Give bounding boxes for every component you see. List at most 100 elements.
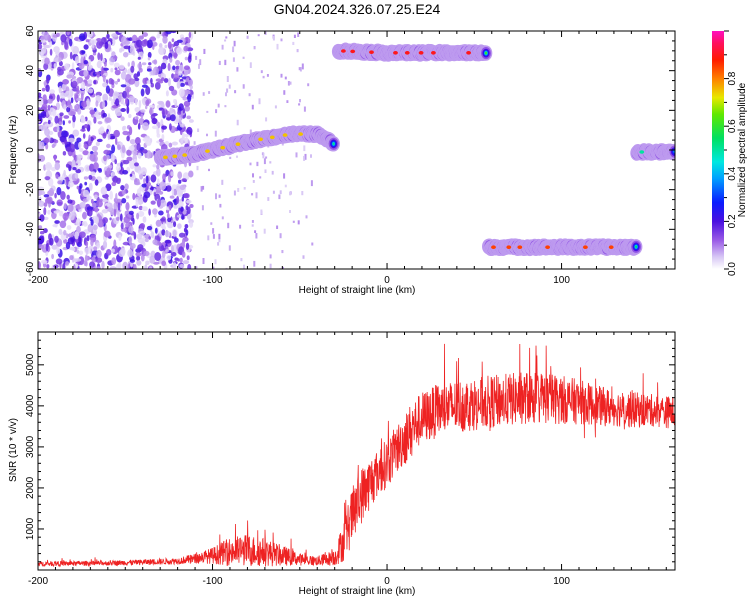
spectrogram-noise-blob <box>57 180 63 185</box>
spectrogram-noise-blob <box>175 65 180 70</box>
spectrogram-noise-blob <box>203 48 206 54</box>
spectrogram-noise-blob <box>40 36 45 40</box>
spectrogram-noise-blob <box>117 144 121 151</box>
spectrogram-noise-blob <box>249 62 252 68</box>
spectrogram-noise-blob <box>183 45 189 52</box>
spectrogram-noise-blob <box>79 148 84 152</box>
spectrogram-noise-blob <box>45 162 52 171</box>
spectrogram-noise-blob <box>168 204 172 209</box>
spectrogram-noise-blob <box>111 181 117 187</box>
spectrogram-track-peak <box>545 245 550 249</box>
spectrogram-noise-blob <box>246 35 249 39</box>
spectrogram-noise-blob <box>136 255 141 261</box>
spectrogram-noise-blob <box>82 211 87 220</box>
spectrogram-noise-blob <box>42 94 47 102</box>
spectrogram-noise-blob <box>64 139 68 145</box>
spectrogram-noise-blob <box>48 187 55 197</box>
spectrogram-noise-blob <box>184 224 189 229</box>
spectrogram-track-cell <box>332 142 335 145</box>
spectrogram-noise-blob <box>113 239 117 249</box>
spectrogram-noise-blob <box>121 144 126 154</box>
spectrogram-noise-blob <box>119 213 123 222</box>
spectrogram-noise-blob <box>101 198 108 203</box>
spectrogram-noise-blob <box>39 214 45 222</box>
spectrogram-noise-blob <box>251 104 254 110</box>
spectrogram-noise-blob <box>115 165 121 171</box>
y-tick-label: -20 <box>25 182 36 197</box>
spectrogram-noise-blob <box>60 191 66 200</box>
spectrogram-noise-blob <box>137 152 142 159</box>
spectrogram-noise-blob <box>152 239 158 245</box>
spectrogram-noise-blob <box>129 160 136 170</box>
spectrogram-track-peak <box>639 150 645 154</box>
spectrogram-noise-blob <box>77 241 82 247</box>
spectrogram-noise-blob <box>248 93 251 97</box>
spectrogram-noise-blob <box>172 65 176 71</box>
spectrogram-noise-blob <box>165 31 172 35</box>
spectrogram-noise-blob <box>236 119 239 126</box>
spectrogram-noise-blob <box>66 225 72 230</box>
spectrogram-noise-blob <box>81 100 88 108</box>
spectrogram-noise-blob <box>311 242 314 246</box>
spectrogram-noise-blob <box>113 62 120 68</box>
spectrogram-noise-blob <box>172 262 177 269</box>
spectrogram-noise-blob <box>96 60 102 69</box>
spectrogram-noise-blob <box>177 223 182 230</box>
spectrogram-noise-blob <box>111 144 116 154</box>
spectrogram-noise-blob <box>65 163 70 168</box>
spectrogram-noise-blob <box>116 216 120 221</box>
spectrogram-noise-blob <box>123 40 131 45</box>
spectrogram-track-peak <box>205 149 210 153</box>
spectrogram-noise-blob <box>167 217 172 223</box>
spectrogram-noise-blob <box>138 35 144 40</box>
spectrogram-noise-blob <box>62 263 66 269</box>
spectrogram-noise-blob <box>177 258 180 262</box>
spectrogram-noise-blob <box>225 36 228 39</box>
spectrogram-noise-blob <box>217 103 220 108</box>
spectrogram-noise-blob <box>162 35 168 44</box>
spectrogram-noise-blob <box>51 167 56 172</box>
spectrogram-noise-blob <box>140 109 146 113</box>
spectrogram-noise-blob <box>243 187 246 190</box>
spectrogram-noise-blob <box>116 112 122 116</box>
spectrogram-noise-blob <box>85 86 89 92</box>
spectrogram-noise-blob <box>51 144 55 148</box>
spectrogram-noise-blob <box>171 141 178 146</box>
spectrogram-noise-blob <box>142 77 148 85</box>
spectrogram-noise-blob <box>183 227 187 233</box>
spectrogram-noise-blob <box>83 143 88 149</box>
spectrogram-noise-blob <box>150 200 156 205</box>
spectrogram-noise-blob <box>185 77 189 83</box>
spectrogram-noise-blob <box>128 113 132 119</box>
spectrogram-noise-blob <box>171 89 178 96</box>
spectrogram-noise-blob <box>188 119 194 123</box>
spectrogram-noise-blob <box>140 88 145 97</box>
spectrogram-noise-blob <box>87 65 92 71</box>
spectrogram-noise-blob <box>129 45 135 55</box>
spectrogram-noise-blob <box>146 68 152 72</box>
spectrogram-noise-blob <box>118 31 126 34</box>
spectrogram-noise-blob <box>63 229 67 236</box>
spectrogram-noise-blob <box>66 176 69 186</box>
spectrogram-noise-blob <box>114 69 121 76</box>
spectrogram-noise-blob <box>38 140 43 149</box>
spectrogram-noise-blob <box>81 50 86 54</box>
spectrogram-noise-blob <box>284 184 287 188</box>
spectrogram-noise-blob <box>145 260 150 266</box>
x-tick-label: -200 <box>28 576 48 587</box>
spectrogram-noise-blob <box>95 141 100 147</box>
spectrogram-noise-blob <box>210 222 213 225</box>
spectrogram-noise-blob <box>162 173 166 181</box>
spectrogram-noise-blob <box>69 51 73 60</box>
spectrogram-noise-blob <box>199 59 202 66</box>
spectrogram-noise-blob <box>95 115 102 120</box>
spectrogram-noise-blob <box>150 250 156 258</box>
spectrogram-noise-blob <box>135 98 138 106</box>
spectrogram-noise-blob <box>86 235 90 242</box>
spectrogram-noise-blob <box>303 106 306 112</box>
spectrogram-noise-blob <box>88 59 92 67</box>
spectrogram-noise-blob <box>254 230 257 233</box>
spectrogram-noise-blob <box>212 266 215 269</box>
spectrogram-noise-blob <box>178 88 185 97</box>
